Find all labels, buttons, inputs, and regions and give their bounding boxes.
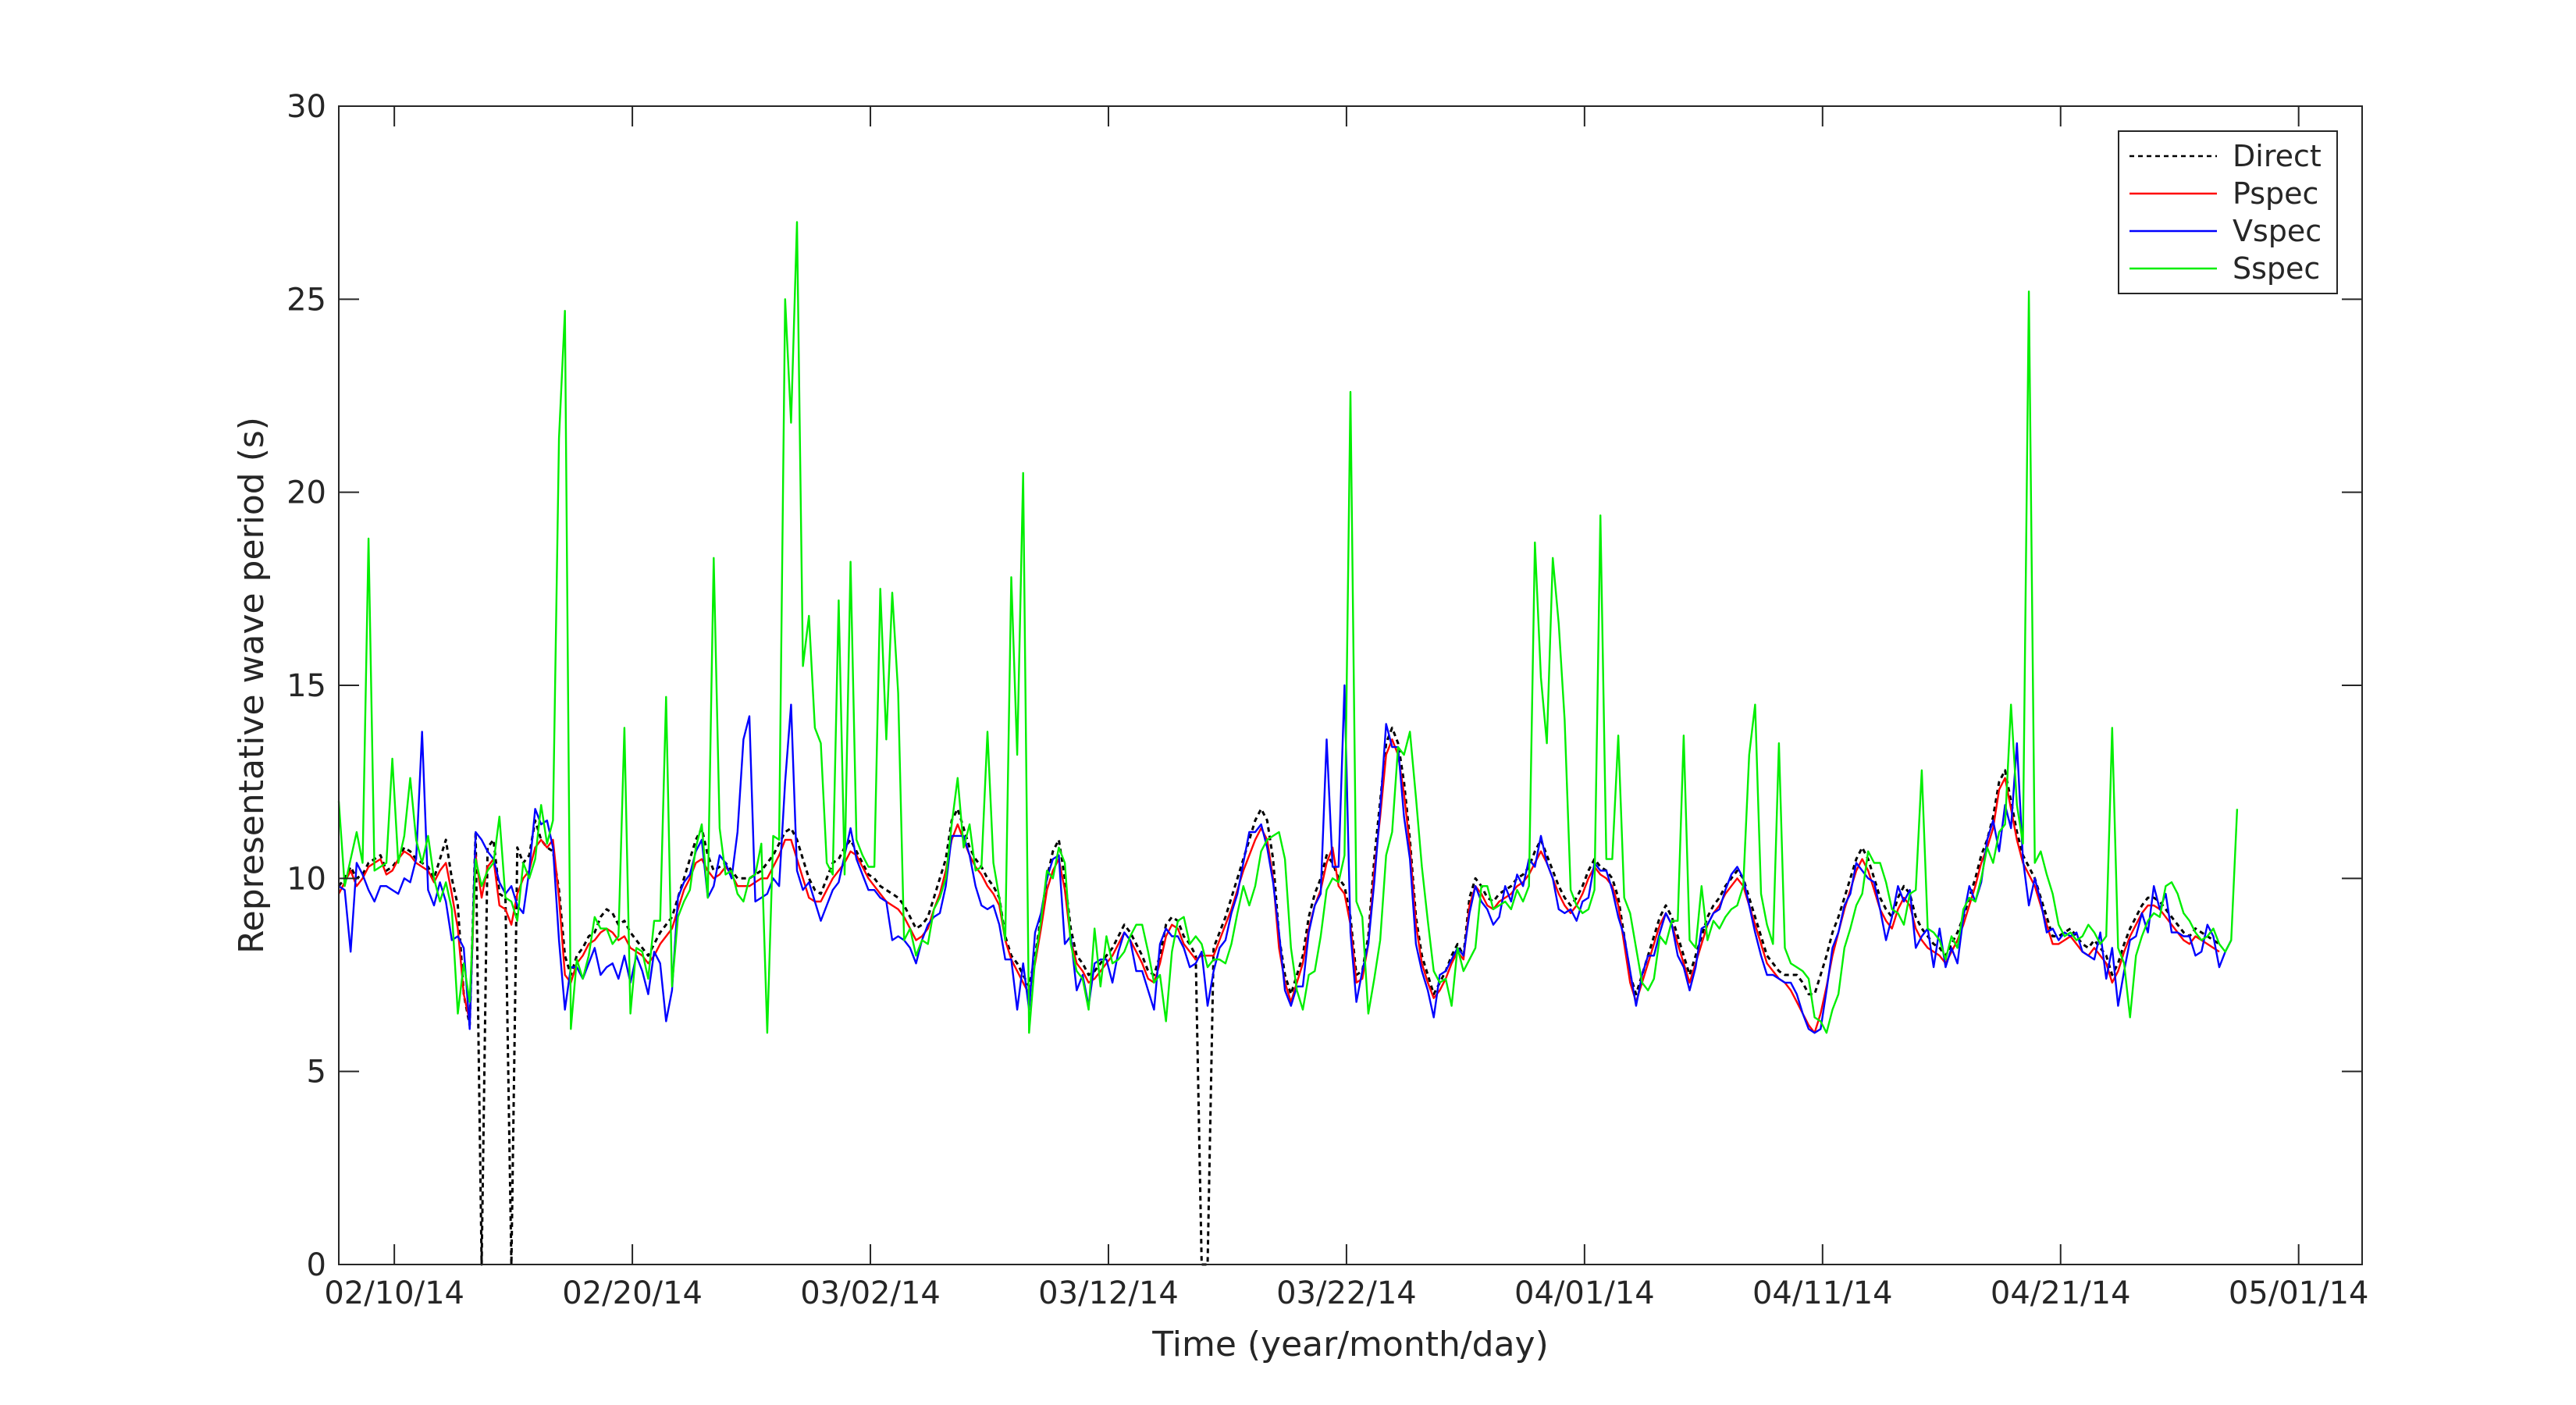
y-tick-label: 0	[307, 1247, 326, 1283]
legend-label-vspec: Vspec	[2233, 214, 2322, 248]
y-tick-label: 20	[286, 475, 326, 511]
series-vspec-line	[338, 684, 2233, 1034]
y-axis-label: Representative wave period (s)	[232, 417, 272, 954]
x-tick-label: 02/10/14	[324, 1275, 464, 1311]
x-tick-label: 03/12/14	[1038, 1275, 1179, 1311]
y-tick-label: 25	[286, 282, 326, 318]
legend-label-sspec: Sspec	[2233, 251, 2320, 286]
x-axis-label: Time (year/month/day)	[1151, 1325, 1549, 1364]
plot-area	[339, 106, 2362, 1264]
x-tick-label: 02/20/14	[562, 1275, 703, 1311]
series-layer	[337, 221, 2239, 1266]
y-tick-label: 10	[286, 861, 326, 897]
ticks-layer: 02/10/14 02/20/14 03/02/14 03/12/14 03/22/14…	[286, 89, 2368, 1311]
legend-label-direct: Direct	[2233, 139, 2322, 173]
x-tick-label: 05/01/14	[2229, 1275, 2369, 1311]
legend-label-pspec: Pspec	[2233, 176, 2318, 211]
series-pspec-line	[337, 738, 2220, 1034]
series-sspec-line	[337, 221, 2239, 1034]
legend-box	[2118, 130, 2338, 294]
x-tick-label: 04/01/14	[1514, 1275, 1655, 1311]
x-tick-label: 04/21/14	[1991, 1275, 2131, 1311]
y-tick-label: 30	[286, 89, 326, 125]
x-tick-label: 03/02/14	[800, 1275, 941, 1311]
y-tick-label: 15	[286, 668, 326, 704]
x-tick-label: 03/22/14	[1276, 1275, 1417, 1311]
x-tick-label: 04/11/14	[1752, 1275, 1893, 1311]
y-tick-label: 5	[307, 1055, 326, 1090]
